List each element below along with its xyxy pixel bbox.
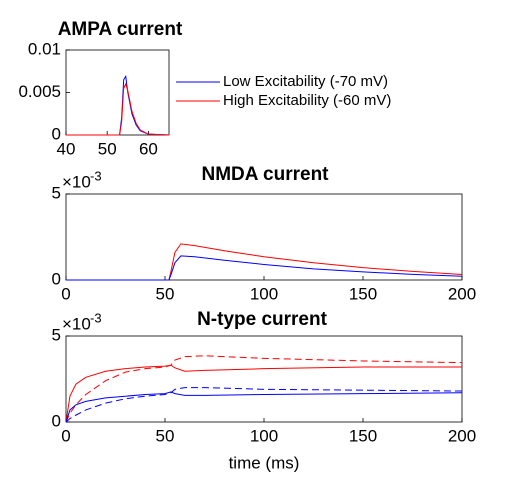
series-line: [66, 82, 170, 136]
axes-box: [65, 193, 463, 281]
y-tick-label: 5: [52, 183, 61, 202]
x-tick-label: 50: [156, 426, 175, 445]
y-tick-label: 0: [52, 411, 61, 430]
y-tick-label: 0: [52, 124, 61, 143]
series-line: [65, 355, 463, 423]
x-tick-label: 150: [349, 284, 377, 303]
series-line: [66, 74, 170, 136]
y-tick-label: 5: [52, 325, 61, 344]
chart-title: N-type current: [197, 309, 328, 330]
y-multiplier-exp: -3: [90, 310, 102, 325]
x-tick-label: 100: [250, 426, 278, 445]
x-tick-label: 50: [98, 139, 117, 158]
x-tick-label: 200: [448, 284, 476, 303]
legend-label: High Excitability (-60 mV): [223, 92, 391, 109]
y-multiplier: ×10: [62, 314, 91, 333]
x-tick-label: 50: [156, 284, 175, 303]
y-multiplier: ×10: [62, 172, 91, 191]
series-line: [65, 364, 462, 423]
y-tick-label: 0.01: [28, 39, 61, 58]
axes-box: [65, 49, 170, 136]
series-line: [65, 391, 463, 423]
x-tick-label: 40: [57, 139, 76, 158]
x-tick-label: 150: [349, 426, 377, 445]
y-tick-label: 0.005: [18, 82, 61, 101]
x-tick-label: 200: [448, 426, 476, 445]
axes-box: [65, 335, 463, 423]
series-line: [66, 255, 463, 281]
x-tick-label: 100: [250, 284, 278, 303]
series-line: [66, 243, 463, 281]
legend-label: Low Excitability (-70 mV): [223, 73, 388, 90]
y-multiplier-exp: -3: [90, 168, 102, 183]
y-tick-label: 0: [52, 269, 61, 288]
x-tick-label: 0: [61, 426, 70, 445]
x-axis-label: time (ms): [229, 453, 300, 472]
chart-title: AMPA current: [58, 19, 183, 40]
series-line: [65, 387, 463, 423]
x-tick-label: 0: [61, 284, 70, 303]
chart-title: NMDA current: [201, 164, 329, 185]
x-tick-label: 60: [139, 139, 158, 158]
